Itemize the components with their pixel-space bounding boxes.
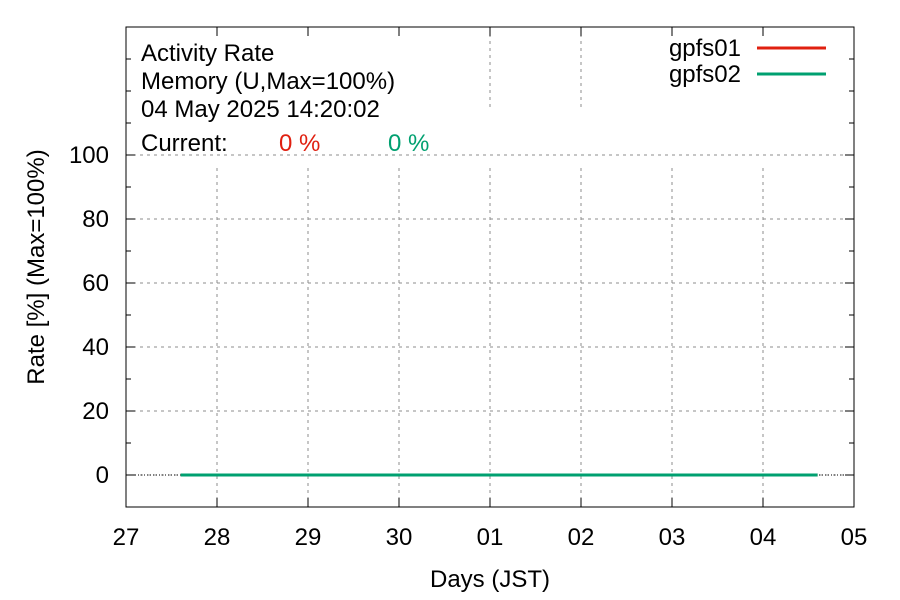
x-tick-label: 02 bbox=[568, 524, 595, 551]
x-tick-label: 29 bbox=[295, 524, 322, 551]
y-axis-label: Rate [%] (Max=100%) bbox=[23, 149, 50, 384]
x-tick-label: 28 bbox=[204, 524, 231, 551]
current-value-gpfs02: 0 % bbox=[388, 130, 429, 157]
axis-ticks bbox=[125, 26, 855, 508]
x-axis-label: Days (JST) bbox=[430, 566, 550, 593]
legend-label-gpfs01: gpfs01 bbox=[669, 35, 741, 62]
y-tick-label: 0 bbox=[96, 462, 109, 489]
y-tick-label: 80 bbox=[82, 206, 109, 233]
x-tick-label: 27 bbox=[113, 524, 140, 551]
x-tick-label: 05 bbox=[841, 524, 868, 551]
y-tick-label: 100 bbox=[69, 142, 109, 169]
current-label: Current: bbox=[141, 130, 228, 157]
legend-label-gpfs02: gpfs02 bbox=[669, 61, 741, 88]
x-tick-label: 30 bbox=[386, 524, 413, 551]
current-value-gpfs01: 0 % bbox=[279, 130, 320, 157]
x-tick-label: 03 bbox=[659, 524, 686, 551]
x-tick-label: 01 bbox=[477, 524, 504, 551]
y-tick-labels: 0 20 40 60 80 100 bbox=[69, 142, 109, 489]
chart-title-line-2: Memory (U,Max=100%) bbox=[141, 68, 395, 95]
chart-title-line-1: Activity Rate bbox=[141, 40, 274, 67]
y-tick-label: 20 bbox=[82, 398, 109, 425]
x-tick-label: 04 bbox=[750, 524, 777, 551]
y-tick-label: 60 bbox=[82, 270, 109, 297]
legend: gpfs01 gpfs02 bbox=[669, 35, 826, 88]
x-tick-labels: 27 28 29 30 01 02 03 04 05 bbox=[113, 524, 868, 551]
y-tick-label: 40 bbox=[82, 334, 109, 361]
chart-title-line-3: 04 May 2025 14:20:02 bbox=[141, 96, 380, 123]
